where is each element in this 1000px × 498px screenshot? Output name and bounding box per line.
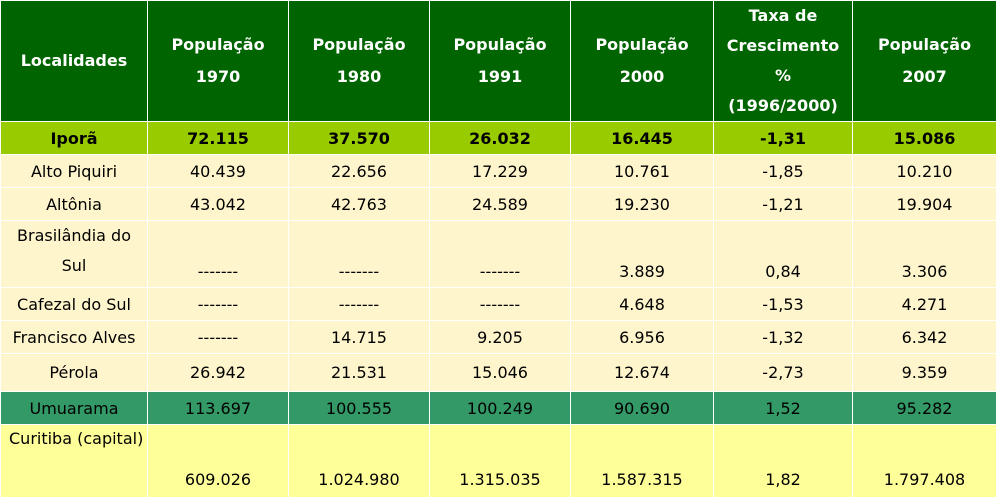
cell-pop-1991: 24.589 <box>429 187 571 221</box>
cell-pop-2007: 1.797.408 <box>852 424 997 498</box>
cell-pop-1991: ------- <box>429 287 571 321</box>
cell-pop-2000: 19.230 <box>570 187 714 221</box>
cell-taxa: 0,84 <box>713 220 853 288</box>
table-row-alto-piquiri: Alto Piquiri 40.439 22.656 17.229 10.761… <box>0 154 997 188</box>
header-pop-1991-line1: População <box>453 35 547 54</box>
cell-pop-1980: ------- <box>288 220 430 288</box>
header-pop-1991-line2: 1991 <box>477 67 523 86</box>
header-pop-2007-line1: População <box>877 35 972 54</box>
cell-pop-1970: 609.026 <box>147 424 289 498</box>
cell-pop-1980: 100.555 <box>288 391 430 425</box>
cell-taxa: -1,53 <box>713 287 853 321</box>
header-taxa-line2: Crescimento <box>726 36 840 55</box>
cell-pop-2007: 19.904 <box>852 187 997 221</box>
cell-localidade: Brasilândia do Sul <box>0 220 148 288</box>
cell-pop-1980: 14.715 <box>288 320 430 354</box>
cell-localidade: Altônia <box>0 187 148 221</box>
cell-pop-1970: ------- <box>147 287 289 321</box>
cell-pop-2007: 95.282 <box>852 391 997 425</box>
cell-pop-2007: 15.086 <box>852 121 997 155</box>
cell-pop-2000: 6.956 <box>570 320 714 354</box>
cell-pop-1991: 17.229 <box>429 154 571 188</box>
header-taxa-crescimento: Taxa de Crescimento % (1996/2000) <box>713 0 853 122</box>
cell-pop-1970: 113.697 <box>147 391 289 425</box>
header-pop-1991: População 1991 <box>429 0 571 122</box>
table-row-curitiba: Curitiba (capital) 609.026 1.024.980 1.3… <box>0 424 997 498</box>
header-pop-2000-line2: 2000 <box>619 67 665 86</box>
header-pop-2007: População 2007 <box>852 0 997 122</box>
cell-pop-2000: 3.889 <box>570 220 714 288</box>
header-pop-1980-line1: População <box>312 35 406 54</box>
cell-pop-2007: 10.210 <box>852 154 997 188</box>
cell-localidade: Cafezal do Sul <box>0 287 148 321</box>
cell-pop-1991: 9.205 <box>429 320 571 354</box>
cell-taxa: -1,32 <box>713 320 853 354</box>
header-pop-1970-line2: 1970 <box>195 67 241 86</box>
header-taxa-line3: % <box>774 66 792 85</box>
cell-pop-1970: 43.042 <box>147 187 289 221</box>
header-pop-1970-line1: População <box>171 35 265 54</box>
cell-pop-1980: 21.531 <box>288 353 430 392</box>
header-pop-2000: População 2000 <box>570 0 714 122</box>
cell-pop-1980: 37.570 <box>288 121 430 155</box>
cell-pop-1991: 26.032 <box>429 121 571 155</box>
table-row-altonia: Altônia 43.042 42.763 24.589 19.230 -1,2… <box>0 187 997 221</box>
header-pop-1980: População 1980 <box>288 0 430 122</box>
cell-pop-1991: 100.249 <box>429 391 571 425</box>
cell-localidade: Iporã <box>0 121 148 155</box>
cell-pop-2007: 6.342 <box>852 320 997 354</box>
header-pop-2000-line1: População <box>595 35 689 54</box>
table-row-ipora: Iporã 72.115 37.570 26.032 16.445 -1,31 … <box>0 121 997 155</box>
table-row-francisco-alves: Francisco Alves ------- 14.715 9.205 6.9… <box>0 320 997 354</box>
cell-localidade: Alto Piquiri <box>0 154 148 188</box>
cell-pop-1970: 72.115 <box>147 121 289 155</box>
cell-pop-1980: ------- <box>288 287 430 321</box>
cell-taxa: -2,73 <box>713 353 853 392</box>
cell-taxa: -1,21 <box>713 187 853 221</box>
table-row-brasilandia-do-sul: Brasilândia do Sul ------- ------- -----… <box>0 220 997 288</box>
header-pop-1980-line2: 1980 <box>336 67 382 86</box>
cell-localidade: Pérola <box>0 353 148 392</box>
cell-pop-1980: 22.656 <box>288 154 430 188</box>
cell-pop-2000: 90.690 <box>570 391 714 425</box>
cell-taxa: 1,52 <box>713 391 853 425</box>
header-row: Localidades População 1970 População 198… <box>0 0 997 122</box>
cell-pop-1970: ------- <box>147 220 289 288</box>
cell-pop-2000: 4.648 <box>570 287 714 321</box>
cell-pop-2000: 10.761 <box>570 154 714 188</box>
cell-pop-1991: 1.315.035 <box>429 424 571 498</box>
cell-pop-1970: 40.439 <box>147 154 289 188</box>
table-row-perola: Pérola 26.942 21.531 15.046 12.674 -2,73… <box>0 353 997 392</box>
header-taxa-line1: Taxa de <box>748 6 818 25</box>
cell-localidade: Umuarama <box>0 391 148 425</box>
table-row-umuarama: Umuarama 113.697 100.555 100.249 90.690 … <box>0 391 997 425</box>
cell-pop-2000: 16.445 <box>570 121 714 155</box>
cell-taxa: 1,82 <box>713 424 853 498</box>
cell-pop-1991: 15.046 <box>429 353 571 392</box>
cell-pop-2007: 3.306 <box>852 220 997 288</box>
cell-pop-1991: ------- <box>429 220 571 288</box>
cell-taxa: -1,31 <box>713 121 853 155</box>
cell-pop-1970: ------- <box>147 320 289 354</box>
header-localidades: Localidades <box>0 0 148 122</box>
header-taxa-line4: (1996/2000) <box>728 96 838 115</box>
cell-localidade: Curitiba (capital) <box>0 424 148 498</box>
cell-localidade: Francisco Alves <box>0 320 148 354</box>
cell-pop-2007: 4.271 <box>852 287 997 321</box>
header-pop-1970: População 1970 <box>147 0 289 122</box>
cell-pop-1980: 1.024.980 <box>288 424 430 498</box>
cell-pop-1980: 42.763 <box>288 187 430 221</box>
cell-pop-2000: 1.587.315 <box>570 424 714 498</box>
header-pop-2007-line2: 2007 <box>902 67 947 86</box>
cell-pop-1970: 26.942 <box>147 353 289 392</box>
cell-pop-2000: 12.674 <box>570 353 714 392</box>
cell-pop-2007: 9.359 <box>852 353 997 392</box>
cell-taxa: -1,85 <box>713 154 853 188</box>
table-row-cafezal-do-sul: Cafezal do Sul ------- ------- ------- 4… <box>0 287 997 321</box>
